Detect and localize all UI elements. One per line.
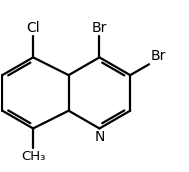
Text: Br: Br [92,21,107,35]
Text: N: N [94,130,105,144]
Text: Cl: Cl [26,21,40,35]
Text: CH₃: CH₃ [21,150,45,163]
Text: Br: Br [151,49,166,63]
